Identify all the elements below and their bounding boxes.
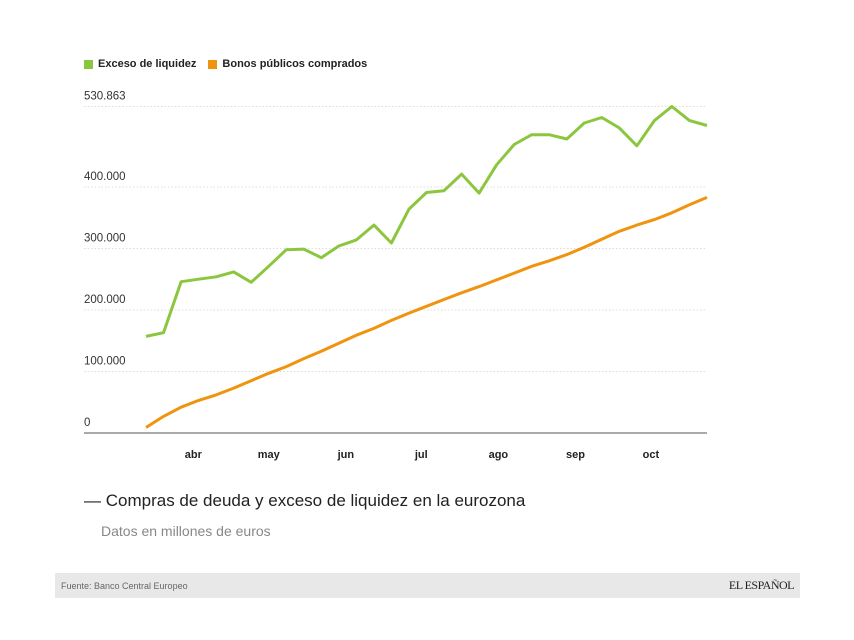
x-tick-label: jul (414, 449, 428, 461)
chart-title-text: Compras de deuda y exceso de liquidez en… (105, 491, 526, 510)
x-tick-label: ago (489, 449, 509, 461)
legend-label-bonos: Bonos públicos comprados (222, 58, 368, 70)
legend-label-exceso: Exceso de liquidez (98, 58, 197, 70)
footer-bar: Fuente: Banco Central Europeo EL ESPAÑOL (55, 573, 800, 598)
x-tick-label: sep (566, 449, 585, 461)
y-tick-label: 400.000 (84, 171, 126, 183)
y-tick-label: 300.000 (84, 232, 126, 244)
chart-legend: Exceso de liquidez Bonos públicos compra… (84, 58, 367, 70)
y-tick-label: 100.000 (84, 355, 126, 367)
source-text: Fuente: Banco Central Europeo (61, 580, 188, 591)
legend-item-bonos: Bonos públicos comprados (208, 58, 367, 70)
y-tick-label: 200.000 (84, 294, 126, 306)
x-tick-label: may (258, 449, 281, 461)
series-line-exceso (145, 105, 708, 338)
x-tick-label: jun (337, 449, 355, 461)
y-tick-label: 0 (84, 417, 90, 429)
chart-title: — Compras de deuda y exceso de liquidez … (84, 491, 526, 510)
legend-item-exceso: Exceso de liquidez (84, 58, 196, 70)
legend-swatch-exceso (84, 59, 93, 69)
y-tick-label: 530.863 (84, 91, 126, 103)
line-chart: 0 100.000 200.000 300.000 400.000 530.863 abr m… (84, 91, 708, 461)
series-line-bonos (145, 196, 708, 429)
el-espanol-logo: EL ESPAÑOL (728, 578, 795, 592)
x-tick-label: abr (185, 449, 203, 461)
x-tick-label: oct (643, 449, 660, 461)
legend-swatch-bonos (208, 59, 218, 69)
chart-subtitle: Datos en millones de euros (101, 523, 271, 539)
